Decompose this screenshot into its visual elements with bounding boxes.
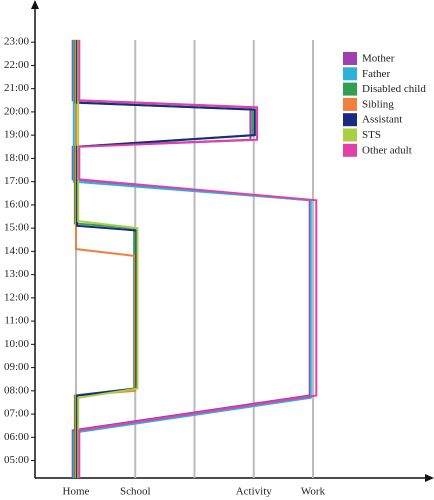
legend-swatch	[343, 52, 357, 65]
legend-label: Other adult	[362, 144, 412, 156]
y-tick-label: 07:00	[4, 408, 30, 420]
y-tick-label: 22:00	[4, 59, 30, 71]
legend-swatch	[343, 97, 357, 111]
y-tick-label: 16:00	[4, 198, 30, 210]
series-line	[77, 39, 139, 478]
y-tick-label: 13:00	[4, 268, 30, 280]
legend-label: Father	[362, 68, 390, 80]
y-tick-label: 12:00	[4, 291, 30, 303]
series-line	[72, 39, 312, 478]
y-tick-label: 11:00	[4, 315, 29, 327]
legend-swatch	[343, 67, 357, 81]
x-tick-label: Work	[301, 486, 326, 498]
legend-swatch	[343, 128, 357, 142]
y-tick-label: 23:00	[4, 36, 30, 48]
y-tick-label: 18:00	[4, 152, 30, 164]
legend-swatch	[343, 113, 357, 127]
legend-label: STS	[362, 129, 381, 141]
legend-label: Disabled child	[362, 83, 426, 95]
series-line	[78, 39, 318, 478]
y-tick-label: 21:00	[4, 82, 30, 94]
y-tick-label: 08:00	[4, 384, 30, 396]
y-tick-label: 05:00	[4, 454, 30, 466]
y-tick-label: 06:00	[4, 431, 30, 443]
y-tick-label: 10:00	[4, 338, 30, 350]
y-tick-label: 17:00	[4, 175, 30, 187]
x-tick-label: School	[120, 486, 151, 498]
series-line	[76, 39, 256, 478]
y-axis-arrow	[31, 0, 39, 9]
x-tick-label: Home	[63, 486, 90, 498]
y-tick-label: 14:00	[4, 245, 30, 257]
legend-label: Mother	[362, 53, 395, 65]
x-tick-label: Activity	[236, 486, 273, 498]
legend-swatch	[343, 143, 357, 157]
y-tick-label: 09:00	[4, 361, 30, 373]
y-tick-label: 19:00	[4, 129, 30, 141]
y-tick-label: 15:00	[4, 222, 30, 234]
series-line	[75, 39, 137, 478]
legend-label: Sibling	[362, 98, 394, 110]
y-tick-label: 20:00	[4, 105, 30, 117]
legend-swatch	[343, 82, 357, 96]
x-axis-arrow	[425, 474, 434, 482]
legend-label: Assistant	[362, 114, 402, 126]
